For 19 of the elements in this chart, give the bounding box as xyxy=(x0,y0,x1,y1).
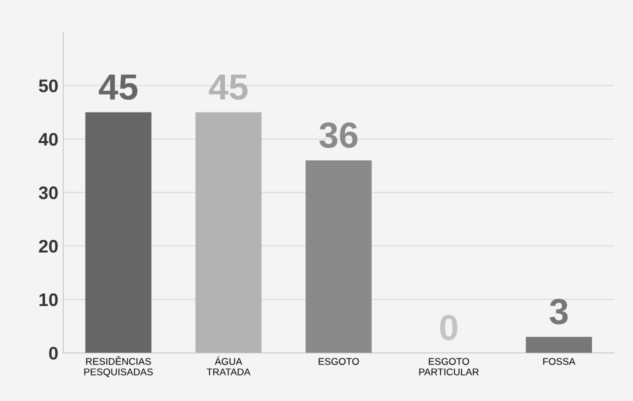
x-tick-label: RESIDÊNCIAS PESQUISADAS xyxy=(84,356,153,378)
x-tick-label: ESGOTO PARTICULAR xyxy=(419,358,479,376)
bar xyxy=(306,160,372,353)
data-label: 45 xyxy=(98,74,138,100)
data-label: 3 xyxy=(550,298,568,324)
x-tick-label: FOSSA xyxy=(543,358,576,365)
x-tick-label: ÁGUA TRATADA xyxy=(206,356,250,376)
y-tick-label: 10 xyxy=(39,293,58,306)
bar xyxy=(195,112,262,353)
y-tick-label: 30 xyxy=(38,186,58,200)
y-tick-label: 50 xyxy=(38,79,58,92)
bar xyxy=(526,336,592,353)
data-label: 36 xyxy=(319,122,358,148)
data-label: 45 xyxy=(208,74,248,100)
y-tick-label: 0 xyxy=(49,346,58,360)
bar xyxy=(85,112,152,353)
y-tick-label: 20 xyxy=(38,240,58,253)
y-tick-label: 40 xyxy=(38,132,58,146)
x-tick-label: ESGOTO xyxy=(318,358,359,365)
